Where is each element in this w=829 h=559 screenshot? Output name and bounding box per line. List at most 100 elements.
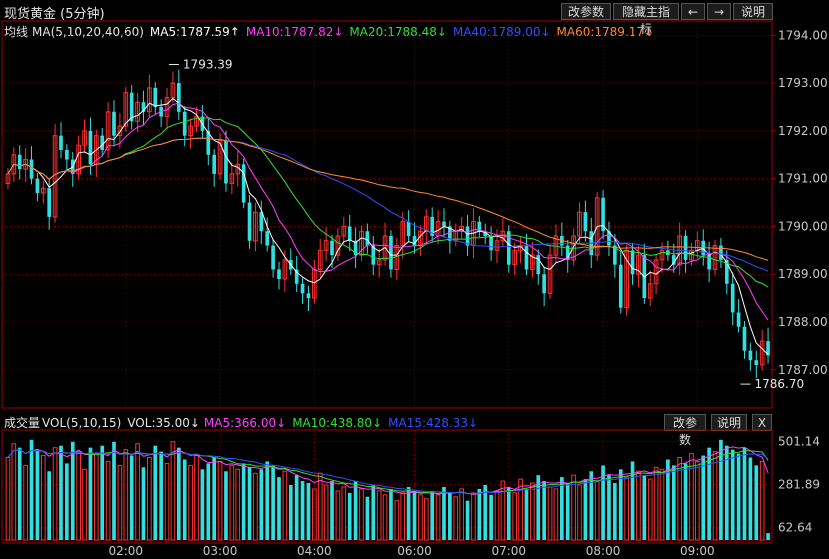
volume-bar	[212, 457, 217, 540]
volume-bar	[506, 486, 511, 540]
volume-bar	[636, 470, 641, 541]
volume-bar	[512, 492, 518, 541]
price-tick-label: 1791.00	[778, 172, 828, 186]
candle-body	[330, 240, 334, 256]
candle-body	[683, 236, 688, 260]
candle-body	[618, 264, 623, 308]
volume-bar	[112, 441, 116, 540]
volume-bar	[88, 447, 93, 540]
volume-bar	[442, 486, 446, 540]
ma20-line	[7, 117, 769, 288]
candle-body	[766, 341, 770, 356]
volume-bar	[200, 469, 205, 540]
vol-help-button[interactable]: 说明	[711, 414, 747, 431]
candle-body	[613, 245, 617, 265]
candle-body	[194, 116, 199, 127]
volume-bar	[412, 490, 417, 540]
volume-bar	[235, 468, 241, 541]
candle-body	[565, 245, 570, 260]
volume-bar	[671, 465, 676, 540]
volume-bar	[323, 484, 329, 541]
price-tick-label: 1793.00	[778, 76, 828, 90]
candle-body	[100, 135, 105, 150]
volume-bar	[607, 475, 611, 540]
time-tick-label: 06:00	[397, 544, 432, 558]
volume-bar	[382, 494, 388, 541]
volume-bar	[659, 468, 665, 541]
volume-bar	[559, 477, 564, 540]
candle-body	[647, 283, 653, 299]
volume-bar	[335, 490, 341, 541]
candle-body	[323, 240, 329, 251]
volume-bar	[406, 486, 411, 540]
candle-body	[65, 150, 69, 160]
candle-body	[241, 164, 246, 203]
volume-bar	[371, 485, 376, 540]
candle-body	[376, 259, 382, 266]
volume-bar	[524, 488, 529, 540]
volume-bar	[170, 441, 176, 541]
candle-body	[112, 111, 116, 136]
candle-body	[229, 173, 235, 184]
candle-body	[29, 159, 34, 179]
volume-bar	[536, 475, 541, 540]
volume-bar	[359, 488, 364, 541]
candle-body	[671, 255, 676, 265]
vol-ma10-line	[7, 449, 769, 495]
volume-bar	[759, 460, 765, 541]
volume-bar	[59, 445, 63, 540]
params-button[interactable]: 改参数	[561, 3, 611, 20]
volume-bar	[701, 455, 706, 540]
volume-bar	[288, 485, 293, 540]
volume-bar	[123, 449, 129, 541]
time-tick-label: 09:00	[680, 544, 715, 558]
candle-body	[636, 254, 641, 275]
candle-body	[653, 259, 659, 285]
volume-bar	[82, 468, 87, 541]
volume-bar	[601, 465, 605, 540]
candle-body	[553, 235, 559, 256]
volume-bar	[453, 496, 459, 541]
volume-bar	[330, 481, 334, 540]
candle-body	[265, 231, 270, 246]
left-arrow-button[interactable]: ←	[681, 3, 705, 20]
candle-body	[188, 125, 193, 137]
help-button[interactable]: 说明	[733, 3, 773, 20]
candle-body	[153, 87, 158, 107]
volume-bar	[647, 478, 653, 541]
vol-ma5-label: MA5:366.00↓	[203, 416, 287, 430]
time-tick-label: 07:00	[491, 544, 526, 558]
volume-bar	[47, 471, 52, 540]
candle-body	[400, 221, 406, 247]
volume-bar	[194, 455, 199, 541]
candle-body	[506, 231, 511, 265]
volume-bar	[188, 464, 193, 541]
candle-body	[141, 102, 146, 112]
volume-bar	[435, 494, 441, 541]
volume-bar	[306, 483, 311, 540]
hide-indicator-button[interactable]: 隐藏主指标	[613, 3, 679, 36]
volume-bar	[489, 494, 493, 540]
volume-bar	[477, 488, 482, 540]
volume-bar	[247, 467, 252, 540]
candle-body	[536, 255, 541, 275]
vol-ma15-label: MA15:428.33↓	[388, 416, 479, 430]
candle-body	[359, 230, 364, 256]
candle-body	[512, 249, 518, 266]
volume-bar	[277, 477, 281, 540]
volume-bar	[571, 474, 576, 541]
candle-body	[465, 226, 470, 246]
volume-bar	[542, 481, 546, 540]
volume-bar	[630, 461, 635, 540]
volume-bar	[594, 480, 600, 541]
candle-body	[748, 350, 753, 361]
volume-bar	[76, 451, 81, 541]
price-tick-label: 1794.00	[778, 28, 828, 42]
vol-params-button[interactable]: 改参数	[664, 414, 706, 447]
right-arrow-button[interactable]: →	[707, 3, 731, 20]
volume-bar	[129, 455, 134, 540]
candle-body	[382, 235, 388, 261]
ma5-line	[7, 97, 769, 355]
candle-body	[224, 140, 228, 184]
